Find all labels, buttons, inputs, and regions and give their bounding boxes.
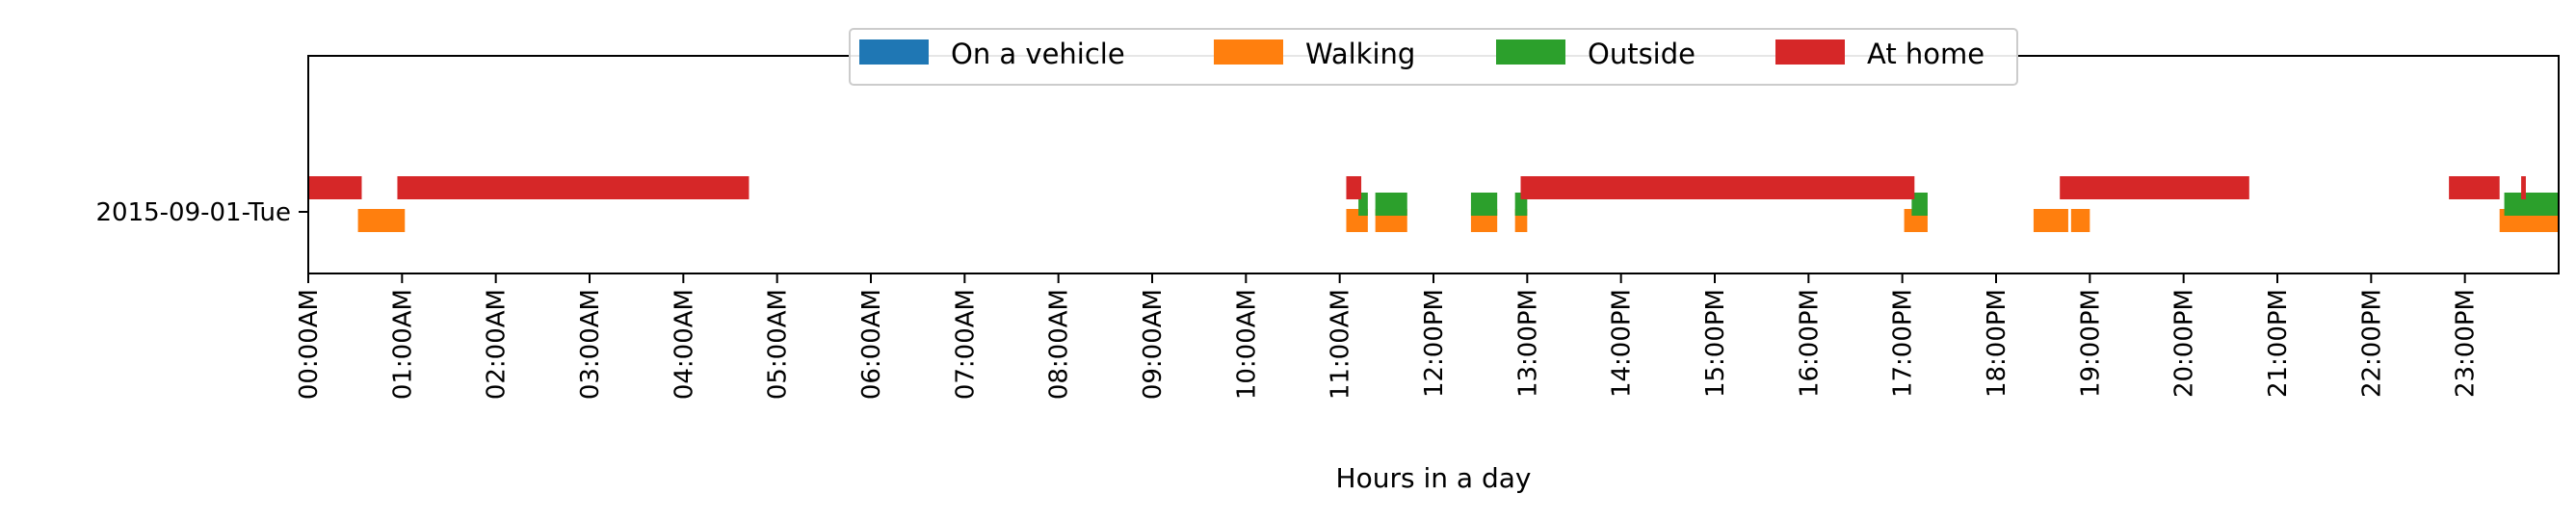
activity-bars bbox=[308, 176, 2559, 232]
bar-at-home-1 bbox=[397, 176, 749, 199]
legend-swatch-on-a-vehicle bbox=[859, 39, 929, 65]
x-tick-label: 14:00PM bbox=[1608, 289, 1637, 398]
bar-walking-7 bbox=[2070, 209, 2090, 232]
x-tick-label: 19:00PM bbox=[2076, 289, 2105, 398]
x-tick-label: 20:00PM bbox=[2170, 289, 2199, 398]
x-tick-label: 05:00AM bbox=[764, 289, 793, 400]
bar-outside-4 bbox=[1911, 193, 1928, 216]
bar-at-home-3 bbox=[1520, 176, 1915, 199]
bar-outside-1 bbox=[1375, 193, 1407, 216]
x-tick-label: 02:00AM bbox=[483, 289, 512, 400]
legend-label-outside: Outside bbox=[1588, 38, 1695, 70]
x-tick-label: 21:00PM bbox=[2264, 289, 2293, 398]
bar-walking-0 bbox=[357, 209, 406, 232]
legend-label-on-a-vehicle: On a vehicle bbox=[951, 38, 1125, 70]
y-tick-label: 2015-09-01-Tue bbox=[95, 198, 291, 227]
legend-label-at-home: At home bbox=[1867, 38, 1985, 70]
x-tick-label: 12:00PM bbox=[1420, 289, 1449, 398]
x-tick-label: 04:00AM bbox=[670, 289, 698, 400]
x-tick-label: 01:00AM bbox=[388, 289, 417, 400]
legend-swatch-walking bbox=[1214, 39, 1283, 65]
x-tick-label: 09:00AM bbox=[1139, 289, 1168, 400]
bar-at-home-2 bbox=[1346, 176, 1362, 199]
x-tick-label: 22:00PM bbox=[2357, 289, 2386, 398]
x-tick-label: 00:00AM bbox=[295, 289, 324, 400]
x-tick-label: 08:00AM bbox=[1045, 289, 1074, 400]
x-tick-label: 15:00PM bbox=[1701, 289, 1730, 398]
x-tick-label: 11:00AM bbox=[1327, 289, 1355, 400]
bar-at-home-0 bbox=[308, 176, 362, 199]
x-axis-title: Hours in a day bbox=[1336, 462, 1532, 494]
x-tick-label: 10:00AM bbox=[1232, 289, 1261, 400]
bar-outside-2 bbox=[1470, 193, 1498, 216]
x-tick-label: 17:00PM bbox=[1889, 289, 1918, 398]
legend-box bbox=[849, 28, 2018, 86]
x-tick-label: 18:00PM bbox=[1983, 289, 2011, 398]
x-tick-label: 03:00AM bbox=[576, 289, 605, 400]
bar-at-home-5 bbox=[2449, 176, 2500, 199]
x-tick-label: 07:00AM bbox=[951, 289, 980, 400]
bar-walking-6 bbox=[2033, 209, 2068, 232]
bar-outside-0 bbox=[1358, 193, 1368, 216]
y-axis: 2015-09-01-Tue bbox=[95, 198, 308, 227]
x-tick-label: 13:00PM bbox=[1513, 289, 1542, 398]
x-tick-label: 23:00PM bbox=[2452, 289, 2481, 398]
x-tick-label: 16:00PM bbox=[1795, 289, 1824, 398]
legend: On a vehicle Walking Outside At home bbox=[849, 28, 2018, 86]
bar-outside-5 bbox=[2504, 193, 2559, 216]
legend-swatch-at-home bbox=[1775, 39, 1845, 65]
x-axis: 00:00AM 01:00AM 02:00AM 03:00AM 04:00AM 05:00… bbox=[295, 273, 2481, 400]
x-tick-label: 06:00AM bbox=[857, 289, 886, 400]
legend-label-walking: Walking bbox=[1305, 38, 1415, 70]
bar-at-home-4 bbox=[2060, 176, 2249, 199]
bar-at-home-6 bbox=[2521, 176, 2526, 199]
legend-swatch-outside bbox=[1496, 39, 1565, 65]
